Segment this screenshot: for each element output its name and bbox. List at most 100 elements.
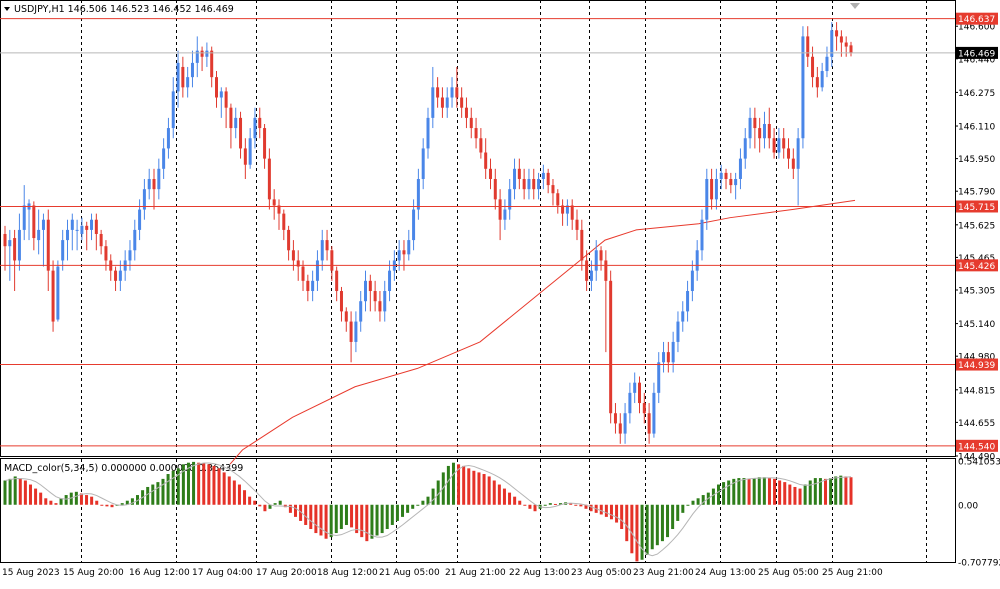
candle-bear — [844, 42, 848, 47]
candle-bear — [469, 117, 473, 129]
candle-bull — [166, 128, 170, 149]
candle-bear — [710, 178, 714, 200]
macd-bar — [431, 488, 435, 505]
macd-bar — [181, 464, 185, 505]
macd-bar — [599, 504, 603, 515]
macd-bar — [263, 504, 267, 512]
macd-bar — [584, 504, 588, 509]
macd-bar — [49, 500, 53, 505]
y-tick-label: 145.305 — [958, 286, 995, 296]
candle-bull — [714, 178, 718, 200]
macd-bar — [462, 465, 466, 505]
macd-bar — [227, 476, 231, 505]
candle-bear — [104, 246, 108, 261]
macd-bar — [732, 478, 736, 505]
candle-bear — [585, 260, 589, 281]
candle-bear — [306, 280, 310, 292]
macd-bar — [681, 504, 685, 513]
level-price-label: 146.637 — [958, 15, 995, 25]
macd-bar — [666, 504, 670, 538]
candle-bear — [436, 87, 440, 98]
candle-bear — [460, 97, 464, 108]
candle-bear — [215, 77, 218, 98]
candle-bear — [782, 138, 786, 149]
candle-bull — [397, 250, 401, 261]
macd-bar — [502, 488, 506, 505]
candle-bear — [94, 219, 98, 234]
candle-bull — [734, 178, 738, 186]
candle-bull — [695, 250, 699, 271]
candle-bear — [349, 321, 353, 342]
candle-bull — [681, 311, 685, 322]
candle-bear — [402, 250, 406, 255]
macd-bar — [620, 504, 624, 530]
candle-bull — [445, 97, 449, 108]
x-tick-label: 17 Aug 04:00 — [192, 568, 253, 578]
y-tick-label: 145.950 — [958, 155, 995, 165]
macd-bar — [130, 498, 134, 505]
macd-bar — [528, 504, 532, 509]
level-price-label: 144.939 — [958, 361, 995, 371]
macd-bar — [441, 472, 445, 505]
candle-bear — [440, 97, 444, 108]
macd-bar — [660, 504, 664, 542]
candle-bear — [296, 260, 300, 267]
macd-bar — [742, 478, 746, 505]
macd-bar — [416, 504, 420, 506]
macd-bar — [640, 504, 644, 560]
macd-bar — [232, 480, 236, 505]
candle-bear — [551, 185, 555, 194]
candle-bear — [181, 66, 185, 88]
candle-bear — [638, 382, 641, 404]
candle-bull — [388, 270, 392, 292]
macd-bar — [8, 478, 12, 505]
macd-bar — [90, 496, 94, 505]
candle-bull — [565, 205, 569, 214]
x-tick-label: 15 Aug 2023 — [2, 568, 60, 578]
candle-bear — [46, 219, 50, 271]
macd-bar — [645, 504, 649, 555]
candle-bull — [253, 117, 257, 139]
chart-shift-icon[interactable] — [850, 3, 860, 9]
level-price-label: 145.426 — [958, 262, 995, 272]
candle-bear — [618, 423, 622, 434]
macd-bar — [212, 465, 216, 505]
candle-bear — [325, 240, 329, 251]
macd-bar — [288, 504, 292, 513]
candle-bull — [830, 30, 834, 57]
macd-bar — [655, 504, 659, 546]
macd-bar — [370, 504, 374, 539]
dropdown-triangle-icon[interactable] — [4, 7, 10, 11]
candle-bear — [32, 205, 36, 239]
macd-bar — [518, 500, 522, 505]
candle-bear — [575, 219, 579, 230]
candle-bull — [118, 270, 122, 281]
macd-bar — [406, 504, 410, 513]
candle-bear — [455, 87, 459, 98]
candle-bear — [243, 148, 247, 165]
macd-bar — [360, 504, 364, 538]
level-price-tag — [956, 200, 998, 213]
candle-bull — [777, 138, 781, 153]
macd-bar — [747, 478, 751, 505]
macd-bar — [79, 493, 83, 505]
candle-bear — [258, 117, 262, 129]
x-tick-label: 22 Aug 13:00 — [509, 568, 570, 578]
macd-bar — [497, 484, 501, 505]
candle-bear — [378, 301, 382, 312]
y-tick-label: 145.140 — [958, 320, 995, 330]
candle-bear — [498, 199, 502, 220]
x-tick-label: 25 Aug 21:00 — [822, 568, 883, 578]
macd-bar — [798, 488, 802, 505]
candle-bull — [416, 178, 420, 210]
candle-bear — [604, 260, 608, 281]
macd-bar — [569, 503, 573, 505]
macd-bar — [3, 480, 7, 505]
candle-bull — [248, 138, 252, 165]
candle-bear — [570, 205, 574, 220]
x-tick-label: 25 Aug 05:00 — [758, 568, 819, 578]
macd-bar — [268, 504, 272, 509]
macd-bar — [487, 476, 491, 505]
